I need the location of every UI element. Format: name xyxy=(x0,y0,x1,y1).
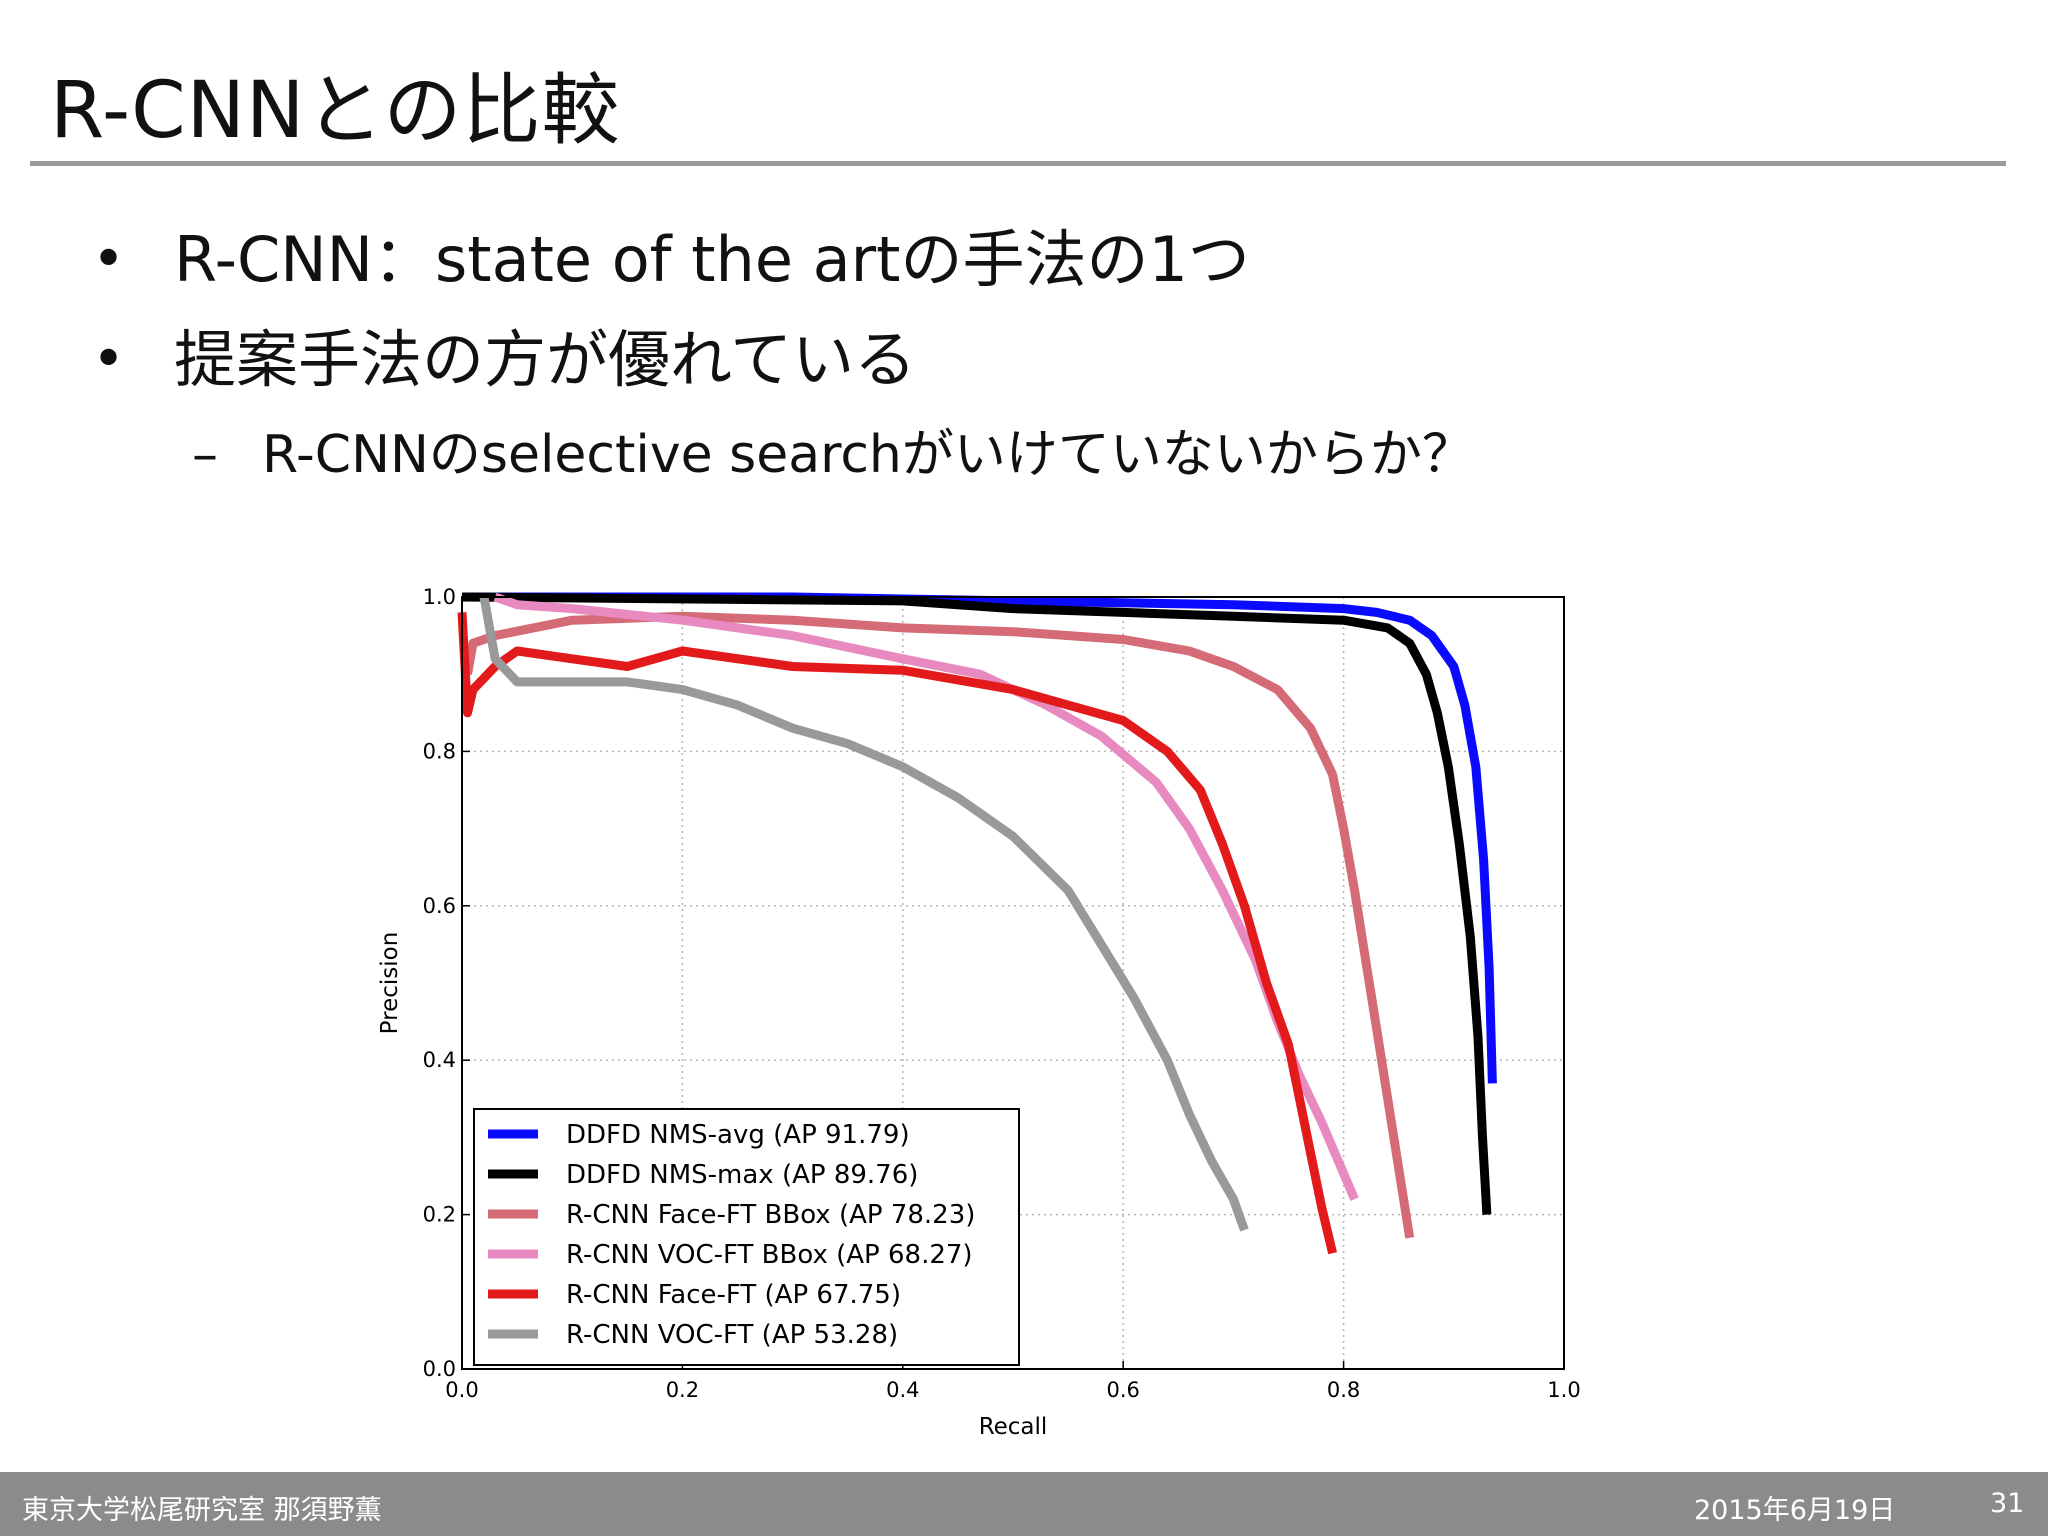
legend-label: DDFD NMS-max (AP 89.76) xyxy=(566,1160,918,1190)
plot-frame xyxy=(461,596,1565,1370)
precision-recall-chart: 0.0 0.2 0.4 0.6 0.8 1.0 0.0 0.2 0.4 0.6 0.8 1.0 Rec… xyxy=(377,585,1581,1440)
x-axis-label: Recall xyxy=(979,1414,1048,1440)
legend-box xyxy=(473,1108,1020,1366)
series-line-5 xyxy=(457,612,1337,1255)
chart-legend: DDFD NMS-avg (AP 91.79) DDFD NMS-max (AP … xyxy=(473,1108,1020,1366)
y-tick-label: 0.0 xyxy=(423,1357,456,1381)
bullet-text: 提案手法の方が優れている xyxy=(174,323,917,396)
x-tick-label: 0.6 xyxy=(1106,1378,1139,1402)
legend-label: R-CNN VOC-FT BBox (AP 68.27) xyxy=(566,1240,973,1270)
dash-icon: – xyxy=(192,425,218,485)
sub-bullet-text: R-CNNのselective searchがいけていないからか？ xyxy=(262,425,1474,485)
x-tick-label: 0.2 xyxy=(666,1378,699,1402)
y-tick-label: 0.8 xyxy=(423,739,456,763)
bullet-text: R-CNN：state of the artの手法の1つ xyxy=(174,223,1250,296)
bullet-item: • 提案手法の方が優れている xyxy=(92,310,1474,410)
legend-label: R-CNN VOC-FT (AP 53.28) xyxy=(566,1320,898,1350)
legend-label: R-CNN Face-FT (AP 67.75) xyxy=(566,1280,901,1310)
series-line-1 xyxy=(462,592,1497,1084)
y-tick-label: 0.2 xyxy=(423,1203,456,1227)
bullet-dot-icon: • xyxy=(92,227,126,292)
footer-date: 2015年6月19日 xyxy=(1694,1495,1896,1526)
sub-bullet-item: – R-CNNのselective searchがいけていないからか？ xyxy=(92,410,1474,500)
footer-affiliation: 東京大学松尾研究室 那須野薫 xyxy=(22,1495,382,1526)
x-tick-label: 0.0 xyxy=(445,1378,478,1402)
x-tick-label: 1.0 xyxy=(1547,1378,1580,1402)
slide-title: R-CNNとの比較 xyxy=(50,66,621,156)
series-line-2 xyxy=(461,592,1492,1215)
y-axis-label: Precision xyxy=(377,932,403,1035)
y-tick-label: 0.4 xyxy=(423,1048,456,1072)
chart-series-layer xyxy=(457,592,1497,1255)
bullet-dot-icon: • xyxy=(92,327,126,392)
series-line-4 xyxy=(493,592,1359,1201)
y-tick-label: 1.0 xyxy=(423,585,456,609)
x-tick-label: 0.8 xyxy=(1327,1378,1360,1402)
title-divider xyxy=(30,161,2006,166)
bullet-item: • R-CNN：state of the artの手法の1つ xyxy=(92,210,1474,310)
page-number: 31 xyxy=(1990,1488,2025,1519)
legend-label: R-CNN Face-FT BBox (AP 78.23) xyxy=(566,1200,975,1230)
slide-footer: 東京大学松尾研究室 那須野薫 2015年6月19日 31 xyxy=(0,1472,2048,1536)
x-tick-label: 0.4 xyxy=(886,1378,919,1402)
chart-ticks: 0.0 0.2 0.4 0.6 0.8 1.0 0.0 0.2 0.4 0.6 0.8 1.0 xyxy=(423,585,1581,1402)
bullet-list: • R-CNN：state of the artの手法の1つ • 提案手法の方が… xyxy=(92,210,1474,500)
series-line-6 xyxy=(479,596,1249,1232)
y-tick-label: 0.6 xyxy=(423,894,456,918)
legend-label: DDFD NMS-avg (AP 91.79) xyxy=(566,1120,910,1150)
series-line-3 xyxy=(463,611,1415,1239)
